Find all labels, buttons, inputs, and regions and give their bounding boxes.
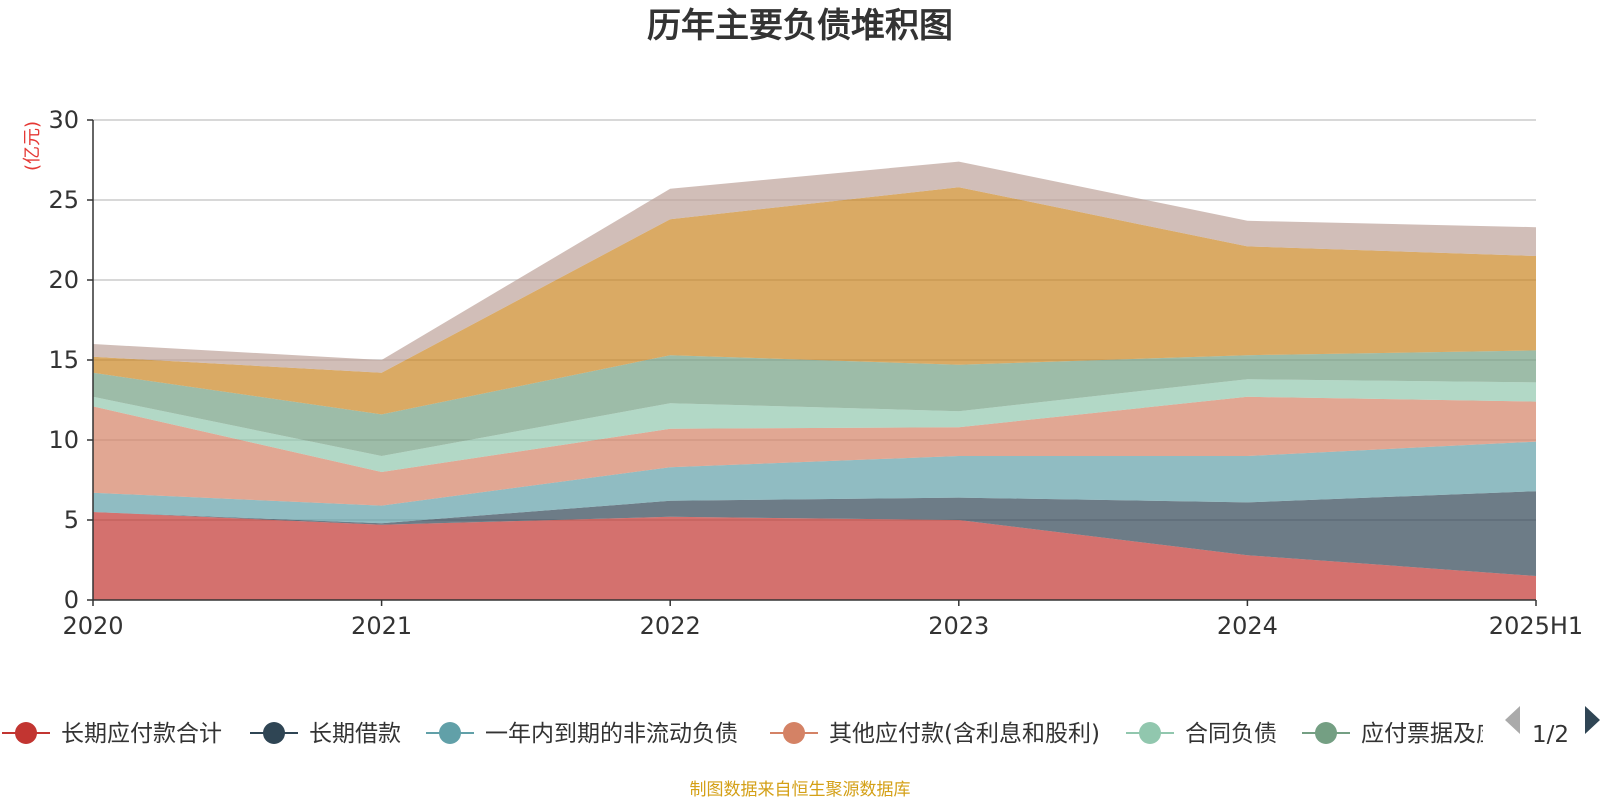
legend-item-label[interactable]: 长期应付款合计 — [61, 721, 222, 747]
y-tick-label: 30 — [48, 106, 79, 134]
legend-item-label[interactable]: 应付票据及应付账款 — [1361, 721, 1568, 747]
y-tick-label: 25 — [48, 186, 79, 214]
legend-item-label[interactable]: 其他应付款(含利息和股利) — [829, 721, 1100, 747]
legend-item-label[interactable]: 合同负债 — [1185, 721, 1277, 747]
y-tick-label: 20 — [48, 266, 79, 294]
legend-swatch-marker[interactable] — [15, 722, 37, 744]
area-series-7 — [93, 187, 1536, 415]
data-source-note: 制图数据来自恒生聚源数据库 — [690, 780, 911, 800]
x-tick-label: 2021 — [351, 612, 412, 640]
legend-next-page-icon[interactable] — [1585, 706, 1600, 734]
legend-item-label[interactable]: 长期借款 — [309, 721, 401, 747]
x-tick-label: 2024 — [1217, 612, 1278, 640]
y-tick-label: 10 — [48, 426, 79, 454]
chart-title: 历年主要负债堆积图 — [647, 6, 953, 46]
area-series-2 — [93, 491, 1536, 576]
area-series-1 — [93, 512, 1536, 600]
y-tick-label: 15 — [48, 346, 79, 374]
legend-swatch-marker[interactable] — [439, 722, 461, 744]
x-tick-label: 2022 — [640, 612, 701, 640]
y-tick-label: 5 — [64, 506, 79, 534]
area-series-3 — [93, 441, 1536, 524]
legend-pager: 1/2 — [1505, 706, 1600, 748]
x-tick-label: 2025H1 — [1489, 612, 1583, 640]
axes: 0 5 10 15 20 25 30 2020 2021 2022 2023 2024 2025H1 — [48, 106, 1583, 640]
legend: 长期应付款合计 长期借款 一年内到期的非流动负债 其他应付款(含利息和股利) 合同负债 应… — [2, 721, 1568, 747]
legend-swatch-marker[interactable] — [1139, 722, 1161, 744]
y-axis-unit-label: (亿元) — [22, 121, 43, 171]
legend-swatch-marker[interactable] — [263, 722, 285, 744]
area-series-8 — [93, 161, 1536, 373]
x-tick-label: 2023 — [928, 612, 989, 640]
area-series-5 — [93, 379, 1536, 472]
area-series-6 — [93, 350, 1536, 456]
legend-item-label[interactable]: 一年内到期的非流动负债 — [485, 721, 738, 747]
x-tick-label: 2020 — [62, 612, 123, 640]
legend-page-indicator: 1/2 — [1532, 722, 1569, 748]
y-tick-label: 0 — [64, 586, 79, 614]
legend-swatch-marker[interactable] — [1315, 722, 1337, 744]
area-series-4 — [93, 396, 1536, 506]
legend-swatch-marker[interactable] — [783, 722, 805, 744]
area-series-group — [93, 161, 1536, 600]
legend-prev-page-icon[interactable] — [1505, 706, 1520, 734]
